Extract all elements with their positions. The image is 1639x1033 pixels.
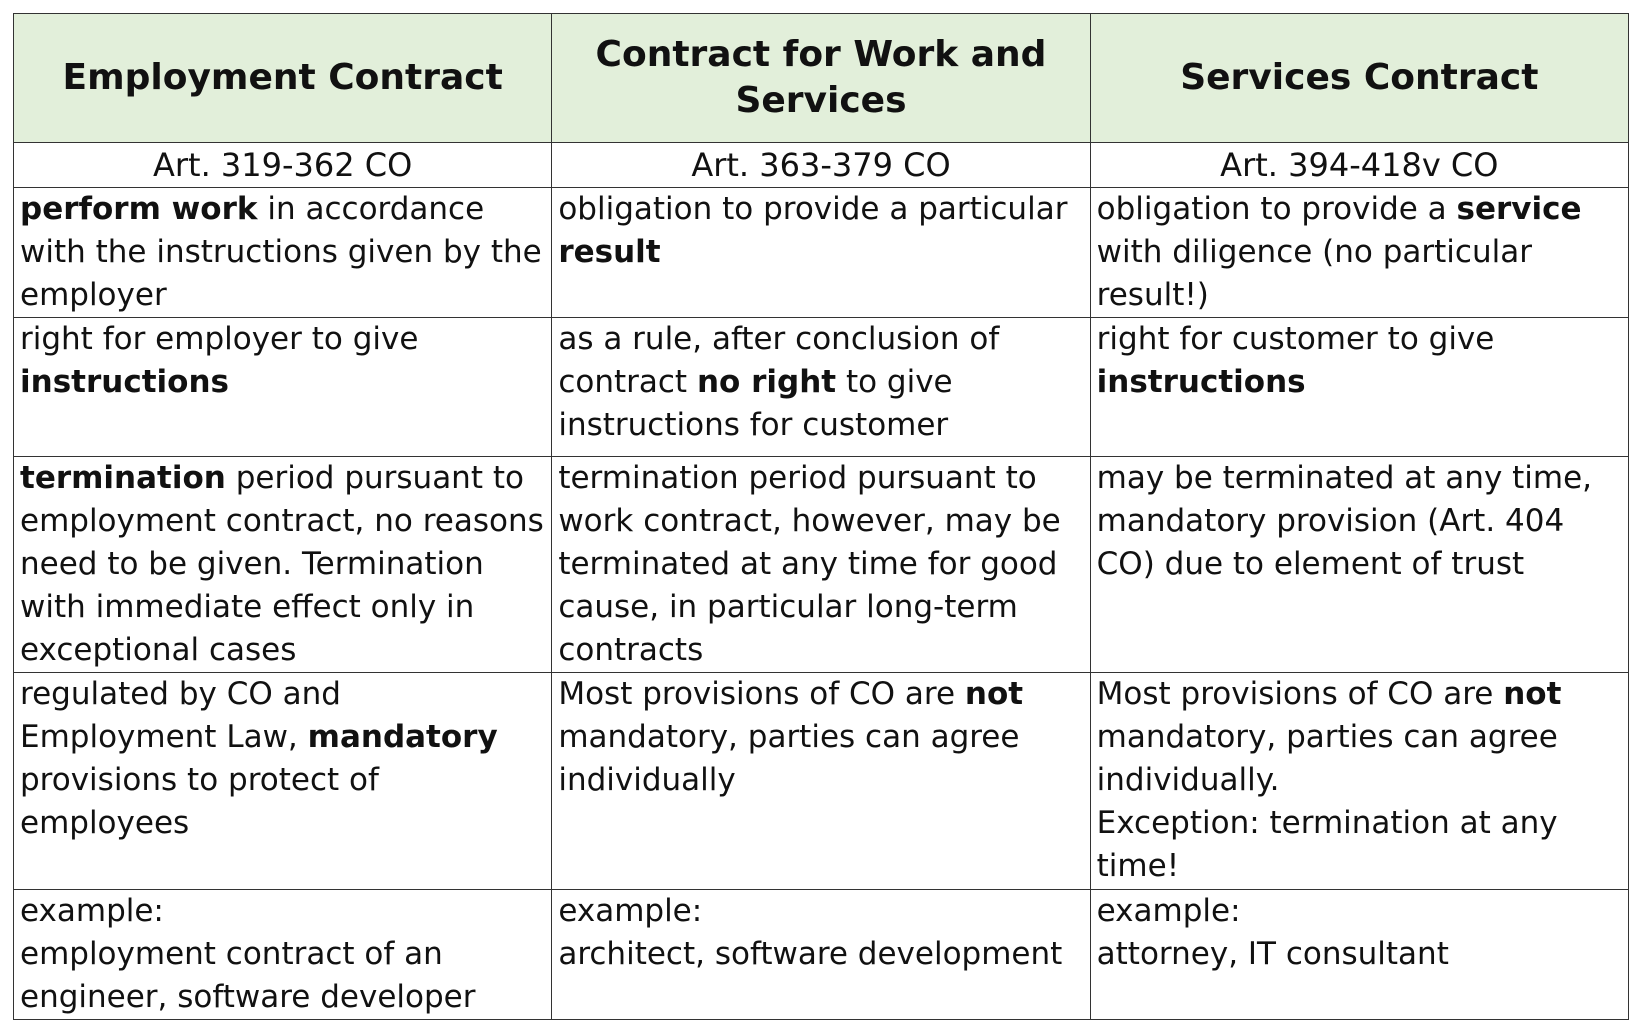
cell-text: as a rule, after conclusion of contract [558,321,1010,400]
bold-text: no right [696,364,837,400]
cell-text: obligation to provide a [1096,191,1457,227]
cell-termination-employment: termination period pursuant to employmen… [12,456,553,673]
cell-obligation-services: obligation to provide a service with dil… [1089,187,1629,318]
row-example: example: employment contract of an engin… [12,889,1629,1020]
cell-text: mandatory, parties can agree individuall… [1096,719,1558,884]
cell-text: provisions to protect of employees [20,719,508,841]
bold-text: perform work [20,191,258,227]
row-instructions: right for employer to give instructions … [12,317,1629,457]
cell-regulation-work: Most provisions of CO are not mandatory,… [551,672,1091,890]
article-services-contract: Art. 394-418v CO [1089,142,1629,188]
bold-text: result [558,234,661,270]
bold-text: instructions [20,364,229,400]
article-contract-for-work: Art. 363-379 CO [551,142,1091,188]
articles-row: Art. 319-362 CO Art. 363-379 CO Art. 394… [12,142,1629,188]
bold-text: not [1503,676,1562,712]
cell-text: example: employment contract of an engin… [20,893,476,1015]
contract-comparison-table: Employment Contract Contract for Work an… [12,13,1629,1020]
cell-text: to give instructions for customer [558,364,963,443]
cell-text: example: architect, software development [558,893,1063,972]
cell-text: period pursuant to employment contract, … [20,460,544,668]
cell-example-employment: example: employment contract of an engin… [12,889,553,1020]
cell-regulation-services: Most provisions of CO are not mandatory,… [1089,672,1629,890]
cell-obligation-work: obligation to provide a particular resul… [551,187,1091,318]
cell-text: may be terminated at any time, mandatory… [1096,460,1602,582]
cell-termination-work: termination period pursuant to work cont… [551,456,1091,673]
cell-text: Most provisions of CO are [1096,676,1504,712]
row-termination: termination period pursuant to employmen… [12,456,1629,673]
cell-text: example: attorney, IT consultant [1096,893,1449,972]
cell-example-services: example: attorney, IT consultant [1089,889,1629,1020]
bold-text: service [1456,191,1582,227]
row-obligation: perform work in accordance with the inst… [12,187,1629,318]
header-services-contract: Services Contract [1089,13,1629,143]
bold-text: not [964,676,1024,712]
cell-text: Most provisions of CO are [558,676,965,712]
cell-instructions-employment: right for employer to give instructions [12,317,553,457]
cell-example-work: example: architect, software development [551,889,1091,1020]
cell-instructions-work: as a rule, after conclusion of contract … [551,317,1091,457]
bold-text: instructions [1096,364,1306,400]
bold-text: termination [20,460,226,496]
article-employment-contract: Art. 319-362 CO [12,142,553,188]
cell-text: in accordance with the instructions give… [20,191,552,313]
cell-text: regulated by CO and Employment Law, [20,676,351,755]
cell-regulation-employment: regulated by CO and Employment Law, mand… [12,672,553,890]
row-regulation: regulated by CO and Employment Law, mand… [12,672,1629,890]
cell-text: right for customer to give [1096,321,1505,357]
cell-text: right for employer to give [20,321,429,357]
cell-text: with diligence (no particular result!) [1096,191,1592,313]
cell-text: termination period pursuant to work cont… [558,460,1071,668]
header-row: Employment Contract Contract for Work an… [12,13,1629,143]
header-employment-contract: Employment Contract [12,13,553,143]
cell-text: mandatory, parties can agree individuall… [558,676,1033,798]
cell-obligation-employment: perform work in accordance with the inst… [12,187,553,318]
cell-text: obligation to provide a particular [558,191,1078,227]
cell-instructions-services: right for customer to give instructions [1089,317,1629,457]
bold-text: mandatory [307,719,498,755]
header-contract-for-work-and-services: Contract for Work and Services [551,13,1091,143]
cell-termination-services: may be terminated at any time, mandatory… [1089,456,1629,673]
